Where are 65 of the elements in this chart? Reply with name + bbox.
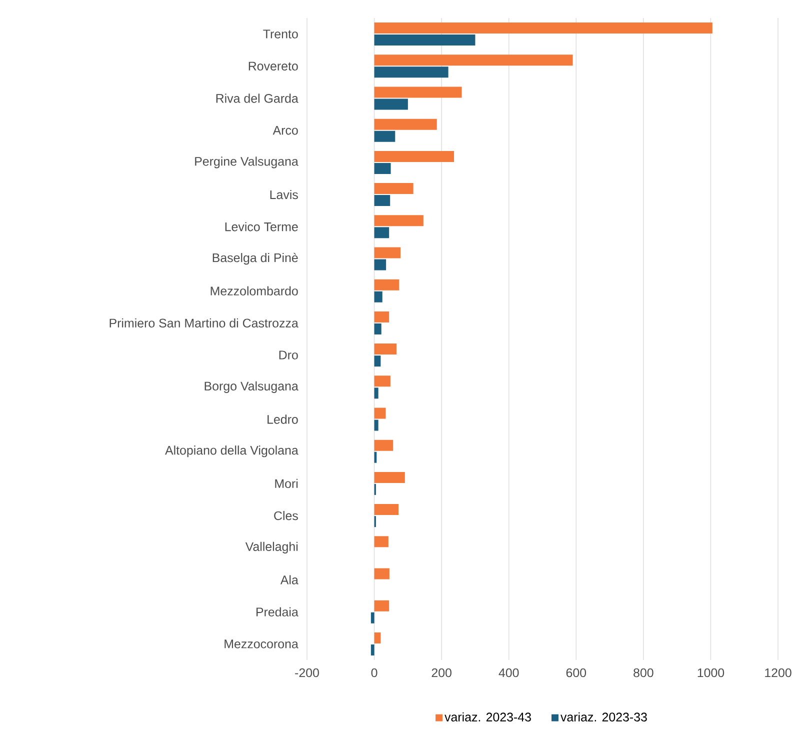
x-tick-label: 0 [371,668,378,678]
bar [374,183,414,194]
y-tick-label: Predaia [256,607,298,616]
y-tick-label: Riva del Garda [216,94,298,103]
bar [374,215,424,226]
bar [374,195,390,206]
bar [374,600,390,612]
x-tick-label: -200 [295,668,319,678]
y-tick-label: Baselga di Pinè [212,252,298,265]
bar [374,344,396,355]
bar [374,227,390,238]
bar [374,162,391,174]
x-tick-label: 600 [566,668,586,678]
bar [374,98,408,110]
y-tick-label: Arco [272,126,298,135]
y-tick-label: Ledro [268,414,298,424]
bar [374,420,378,431]
x-tick-label: 1000 [698,668,724,678]
bar [374,150,454,162]
bar [374,291,382,302]
bar [374,66,448,78]
bar [374,86,462,98]
y-tick-label: Rovereto [248,62,298,70]
y-tick-label: Altopiano della Vigolana [165,446,298,458]
y-tick-label: Mezzolombardo [210,286,298,296]
bar [374,440,394,451]
y-tick-label: Mezzocorona [224,640,298,648]
y-tick-label: Primiero San Martino di Castrozza [110,318,298,328]
y-tick-label: Mori [275,478,298,488]
x-tick-label: 400 [498,668,519,678]
x-tick-label: 200 [432,668,452,678]
bar [374,323,382,334]
x-tick-label: 1200 [765,668,792,678]
bar [374,408,386,419]
bar [374,388,378,399]
bar [374,356,381,367]
y-tick-label: Ala [280,575,298,584]
bar [374,536,388,548]
legend-label: variaz. 2023-33 [560,712,647,722]
bar [370,612,374,624]
bar [374,376,390,387]
bar [374,568,390,580]
y-tick-label: Trento [263,30,298,38]
y-tick-label: Lavis [270,190,298,200]
bar [374,34,476,46]
bar [374,632,381,644]
bar [374,54,573,66]
bar [374,472,405,483]
bar [374,504,399,516]
y-tick-label: Levico Terme [225,222,298,232]
bar [370,644,374,656]
y-tick-label: Dro [279,350,298,360]
y-tick-label: Borgo Valsugana [204,381,298,393]
y-tick-label: Vallelaghi [245,542,298,554]
bar [374,118,437,130]
bar [374,22,712,34]
bar [374,279,400,290]
bar [374,130,396,142]
legend-label: variaz. 2023-43 [444,712,531,722]
y-tick-label: Cles [274,510,298,520]
bar [374,259,386,270]
bar [374,311,390,322]
bar [374,247,401,258]
x-tick-label: 800 [634,668,654,678]
y-tick-label: Pergine Valsugana [195,156,298,168]
